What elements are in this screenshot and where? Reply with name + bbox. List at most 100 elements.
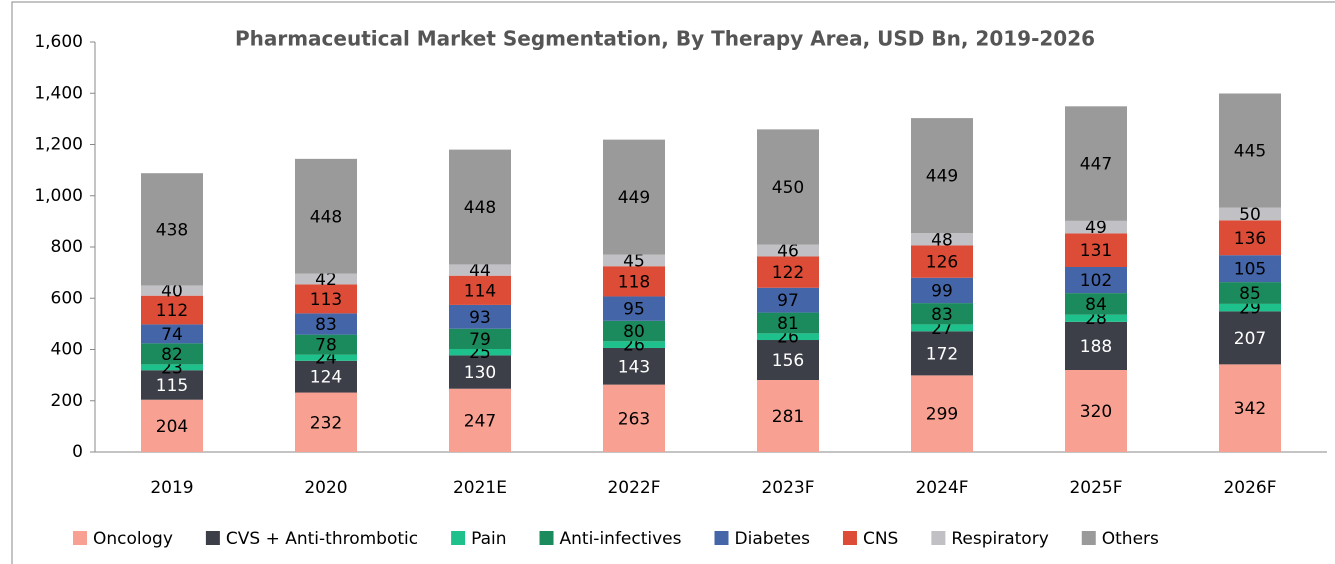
bar-segment <box>603 139 665 255</box>
data-label: 156 <box>772 351 804 371</box>
bar-segment <box>911 118 973 234</box>
bar-segment <box>1219 220 1281 256</box>
x-tick-label: 2025F <box>1069 478 1122 498</box>
y-tick-label: 1,000 <box>34 186 83 206</box>
data-label: 97 <box>777 291 799 311</box>
y-tick-label: 1,600 <box>34 32 83 52</box>
data-label: 136 <box>1234 229 1266 249</box>
y-tick-label: 600 <box>51 288 83 308</box>
legend-swatch <box>451 531 466 545</box>
data-label: 126 <box>926 253 958 273</box>
data-label: 445 <box>1234 142 1266 162</box>
data-label: 95 <box>623 300 645 320</box>
data-label: 207 <box>1234 329 1266 349</box>
data-label: 118 <box>618 272 650 292</box>
bar-segment <box>603 296 665 321</box>
bar-segment <box>603 347 665 385</box>
data-label: 105 <box>1234 260 1266 280</box>
bar-segment <box>603 320 665 342</box>
data-label: 93 <box>469 308 491 328</box>
legend-swatch <box>714 531 729 545</box>
data-label: 447 <box>1080 155 1112 175</box>
data-label: 232 <box>310 413 342 433</box>
bar-segment <box>1065 233 1127 267</box>
bar-segment <box>1219 311 1281 365</box>
bar-segment <box>1065 321 1127 370</box>
bar-segment <box>295 392 357 452</box>
bar-segment <box>1065 220 1127 234</box>
legend-swatch <box>931 531 946 545</box>
legend-swatch <box>539 531 554 545</box>
data-label: 115 <box>156 376 188 396</box>
x-tick-label: 2024F <box>915 478 968 498</box>
bar-segment <box>911 245 973 278</box>
bar-segment <box>911 277 973 304</box>
data-label: 172 <box>926 344 958 364</box>
bar-segment <box>911 233 973 246</box>
bar-segment <box>449 275 511 305</box>
bar-segment <box>141 370 203 400</box>
bar-segment <box>295 158 357 274</box>
data-label: 247 <box>464 411 496 431</box>
data-label: 99 <box>931 281 953 301</box>
legend-label: CVS + Anti-thrombotic <box>226 529 418 549</box>
bar-segment <box>757 256 819 288</box>
data-label: 102 <box>1080 271 1112 291</box>
bar-segment <box>757 287 819 313</box>
data-label: 188 <box>1080 337 1112 357</box>
data-label: 263 <box>618 409 650 429</box>
data-label: 449 <box>618 188 650 208</box>
y-tick-label: 0 <box>72 442 83 462</box>
legend-label: Respiratory <box>951 529 1048 549</box>
bar-segment <box>295 313 357 335</box>
data-label: 48 <box>931 230 953 250</box>
legend-swatch <box>73 531 87 545</box>
data-label: 85 <box>1239 284 1261 304</box>
x-tick-label: 2020 <box>304 478 347 498</box>
bar-segment <box>141 364 203 371</box>
bar-segment <box>757 379 819 452</box>
bar-segment <box>449 328 511 349</box>
bar-segment <box>449 388 511 452</box>
y-tick-label: 800 <box>51 237 83 257</box>
bar-segment <box>1219 93 1281 208</box>
data-label: 449 <box>926 167 958 187</box>
bar-segment <box>1219 255 1281 283</box>
data-label: 42 <box>315 270 337 290</box>
y-tick-label: 400 <box>51 340 83 360</box>
data-label: 281 <box>772 407 804 427</box>
y-tick-label: 200 <box>51 391 83 411</box>
bar-segment <box>295 354 357 361</box>
bar-segment <box>1065 370 1127 452</box>
bar-segment <box>757 129 819 245</box>
data-label: 49 <box>1085 218 1107 238</box>
bar-segment <box>1219 364 1281 452</box>
legend-label: CNS <box>863 529 898 549</box>
frame <box>11 1 1335 564</box>
data-label: 124 <box>310 368 342 388</box>
bar-segment <box>911 375 973 452</box>
bar-segment <box>603 384 665 452</box>
bar-segment <box>449 355 511 389</box>
bar-segment <box>295 360 357 393</box>
bar-segment <box>141 173 203 286</box>
data-label: 448 <box>464 198 496 218</box>
data-label: 81 <box>777 314 799 334</box>
x-tick-label: 2019 <box>150 478 193 498</box>
bar-segment <box>603 254 665 267</box>
data-label: 130 <box>464 363 496 383</box>
bar-segment <box>141 295 203 325</box>
data-label: 74 <box>161 325 183 345</box>
x-tick-label: 2026F <box>1223 478 1276 498</box>
bar-segment <box>757 244 819 257</box>
bar-segment <box>1065 266 1127 294</box>
bar-segment <box>1065 314 1127 322</box>
bar-segment <box>911 331 973 376</box>
bar-segment <box>295 273 357 285</box>
bar-segment <box>141 399 203 452</box>
bar-segment <box>295 284 357 314</box>
data-label: 448 <box>310 207 342 227</box>
bar-segment <box>449 304 511 329</box>
data-label: 83 <box>931 305 953 325</box>
x-tick-label: 2023F <box>761 478 814 498</box>
